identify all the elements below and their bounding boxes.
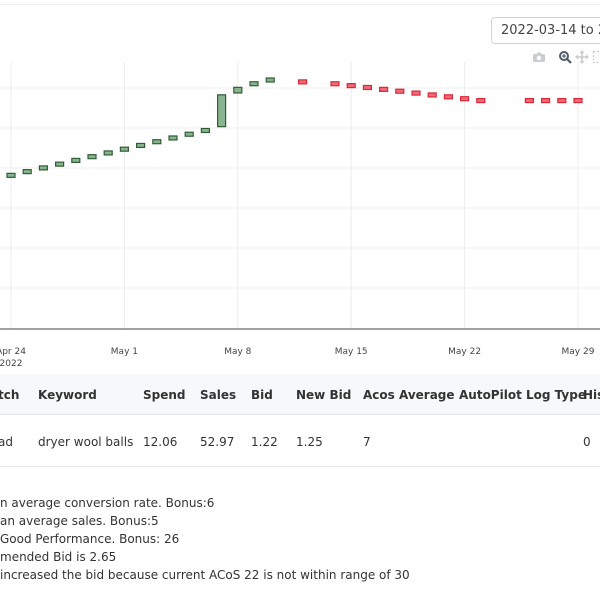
candle-up: [103, 150, 113, 156]
candle-up: [54, 161, 65, 167]
candle-up: [184, 131, 194, 137]
autopilot-log: n average conversion rate. Bonus:6 an av…: [0, 494, 410, 584]
candle-up: [265, 77, 275, 83]
row-divider: [0, 466, 600, 467]
candle-up: [249, 81, 259, 87]
cell-new-bid: 1.25: [296, 435, 323, 449]
cell-spend: 12.06: [143, 435, 178, 449]
horizontal-gridlines: [0, 87, 600, 289]
x-tick-label: May 1: [111, 347, 138, 357]
candle-down: [476, 97, 486, 104]
candle-down: [524, 97, 535, 104]
top-divider: [0, 4, 600, 5]
x-tick-label: May 15: [335, 347, 368, 357]
candle-up: [217, 94, 227, 128]
candle-up: [38, 165, 49, 171]
vertical-gridlines: [10, 62, 579, 329]
cell-bid: 1.22: [251, 435, 278, 449]
log-line: an average sales. Bonus:5: [0, 514, 159, 528]
cell-history[interactable]: 0: [583, 435, 591, 449]
candle-down: [460, 96, 470, 102]
bid-candlestick-chart: Apr 24 May 1 May 8 May 15 May 22 May 29 2022: [0, 62, 600, 369]
candle-up: [152, 139, 162, 145]
x-tick-label: May 29: [562, 347, 595, 357]
cell-match: ad: [0, 435, 13, 449]
candle-up: [6, 172, 16, 178]
candle-down: [362, 84, 372, 91]
header-spend[interactable]: Spend: [143, 388, 186, 402]
candle-down: [443, 94, 453, 100]
candle-down: [411, 90, 421, 96]
candle-down: [330, 81, 340, 87]
header-bid[interactable]: Bid: [251, 388, 273, 402]
header-match[interactable]: tch: [0, 388, 20, 402]
candle-down: [557, 97, 567, 104]
candle-down: [395, 88, 405, 94]
box-select-icon[interactable]: [592, 50, 600, 64]
candles: [6, 77, 583, 178]
camera-icon[interactable]: [532, 50, 546, 64]
cell-sales: 52.97: [200, 435, 235, 449]
header-acos-average[interactable]: Acos Average: [363, 388, 455, 402]
x-tick-labels: Apr 24 May 1 May 8 May 15 May 22 May 29 2022: [0, 347, 595, 369]
header-history[interactable]: His: [583, 388, 600, 402]
x-tick-label: May 8: [224, 347, 251, 357]
candle-down: [540, 97, 551, 104]
header-new-bid[interactable]: New Bid: [296, 388, 352, 402]
candle-down: [346, 83, 356, 89]
header-sales[interactable]: Sales: [200, 388, 237, 402]
date-range-input[interactable]: 2022-03-14 to 2022-06-01: [491, 17, 600, 44]
table-header: [0, 374, 600, 415]
candle-up: [22, 169, 32, 175]
candle-up: [87, 154, 97, 160]
candle-down: [379, 86, 389, 92]
header-keyword[interactable]: Keyword: [38, 388, 97, 402]
candle-up: [168, 135, 178, 141]
header-autopilot-log-type[interactable]: AutoPilot Log Type: [459, 388, 586, 402]
log-line: n average conversion rate. Bonus:6: [0, 496, 215, 510]
candle-up: [200, 127, 210, 134]
log-line: increased the bid because current ACoS 2…: [0, 568, 410, 582]
keyword-table: tch Keyword Spend Sales Bid New Bid Acos…: [0, 374, 600, 468]
candle-up: [119, 146, 130, 152]
candle-up: [233, 86, 243, 94]
candle-up: [136, 142, 146, 149]
cell-acos-average: 7: [363, 435, 371, 449]
candle-down: [573, 97, 583, 104]
zoom-icon[interactable]: [558, 50, 572, 64]
x-tick-year: 2022: [0, 359, 22, 369]
candle-down: [298, 79, 308, 85]
cell-keyword: dryer wool balls: [38, 435, 134, 449]
log-line: Good Performance. Bonus: 26: [0, 532, 180, 546]
pan-icon[interactable]: [575, 50, 589, 64]
x-tick-label: Apr 24: [0, 347, 26, 357]
candle-down: [427, 92, 437, 98]
x-tick-label: May 22: [448, 347, 481, 357]
candle-up: [71, 157, 81, 164]
log-line: mended Bid is 2.65: [0, 550, 117, 564]
